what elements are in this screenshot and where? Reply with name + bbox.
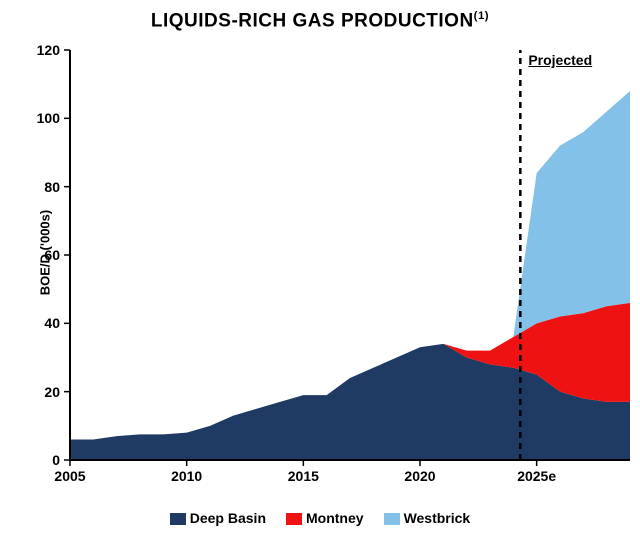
legend-label: Deep Basin — [190, 510, 266, 526]
chart-container: LIQUIDS-RICH GAS PRODUCTION(1) BOE/D ('0… — [0, 0, 640, 535]
legend-swatch — [170, 513, 186, 525]
x-tick-label: 2010 — [171, 468, 202, 484]
legend-label: Montney — [306, 510, 364, 526]
y-tick-label: 0 — [30, 452, 60, 468]
plot-area — [0, 0, 640, 535]
y-tick-label: 80 — [30, 179, 60, 195]
y-tick-label: 20 — [30, 384, 60, 400]
x-tick-label: 2015 — [288, 468, 319, 484]
legend-item: Montney — [286, 510, 364, 526]
legend: Deep Basin Montney Westbrick — [0, 510, 640, 526]
y-tick-label: 100 — [30, 110, 60, 126]
y-tick-label: 40 — [30, 315, 60, 331]
legend-swatch — [286, 513, 302, 525]
legend-item: Westbrick — [384, 510, 471, 526]
y-tick-label: 60 — [30, 247, 60, 263]
x-tick-label: 2005 — [54, 468, 85, 484]
legend-item: Deep Basin — [170, 510, 266, 526]
legend-label: Westbrick — [404, 510, 471, 526]
legend-swatch — [384, 513, 400, 525]
projected-label: Projected — [528, 52, 592, 68]
x-tick-label: 2020 — [404, 468, 435, 484]
y-tick-label: 120 — [30, 42, 60, 58]
x-tick-label: 2025e — [517, 468, 556, 484]
